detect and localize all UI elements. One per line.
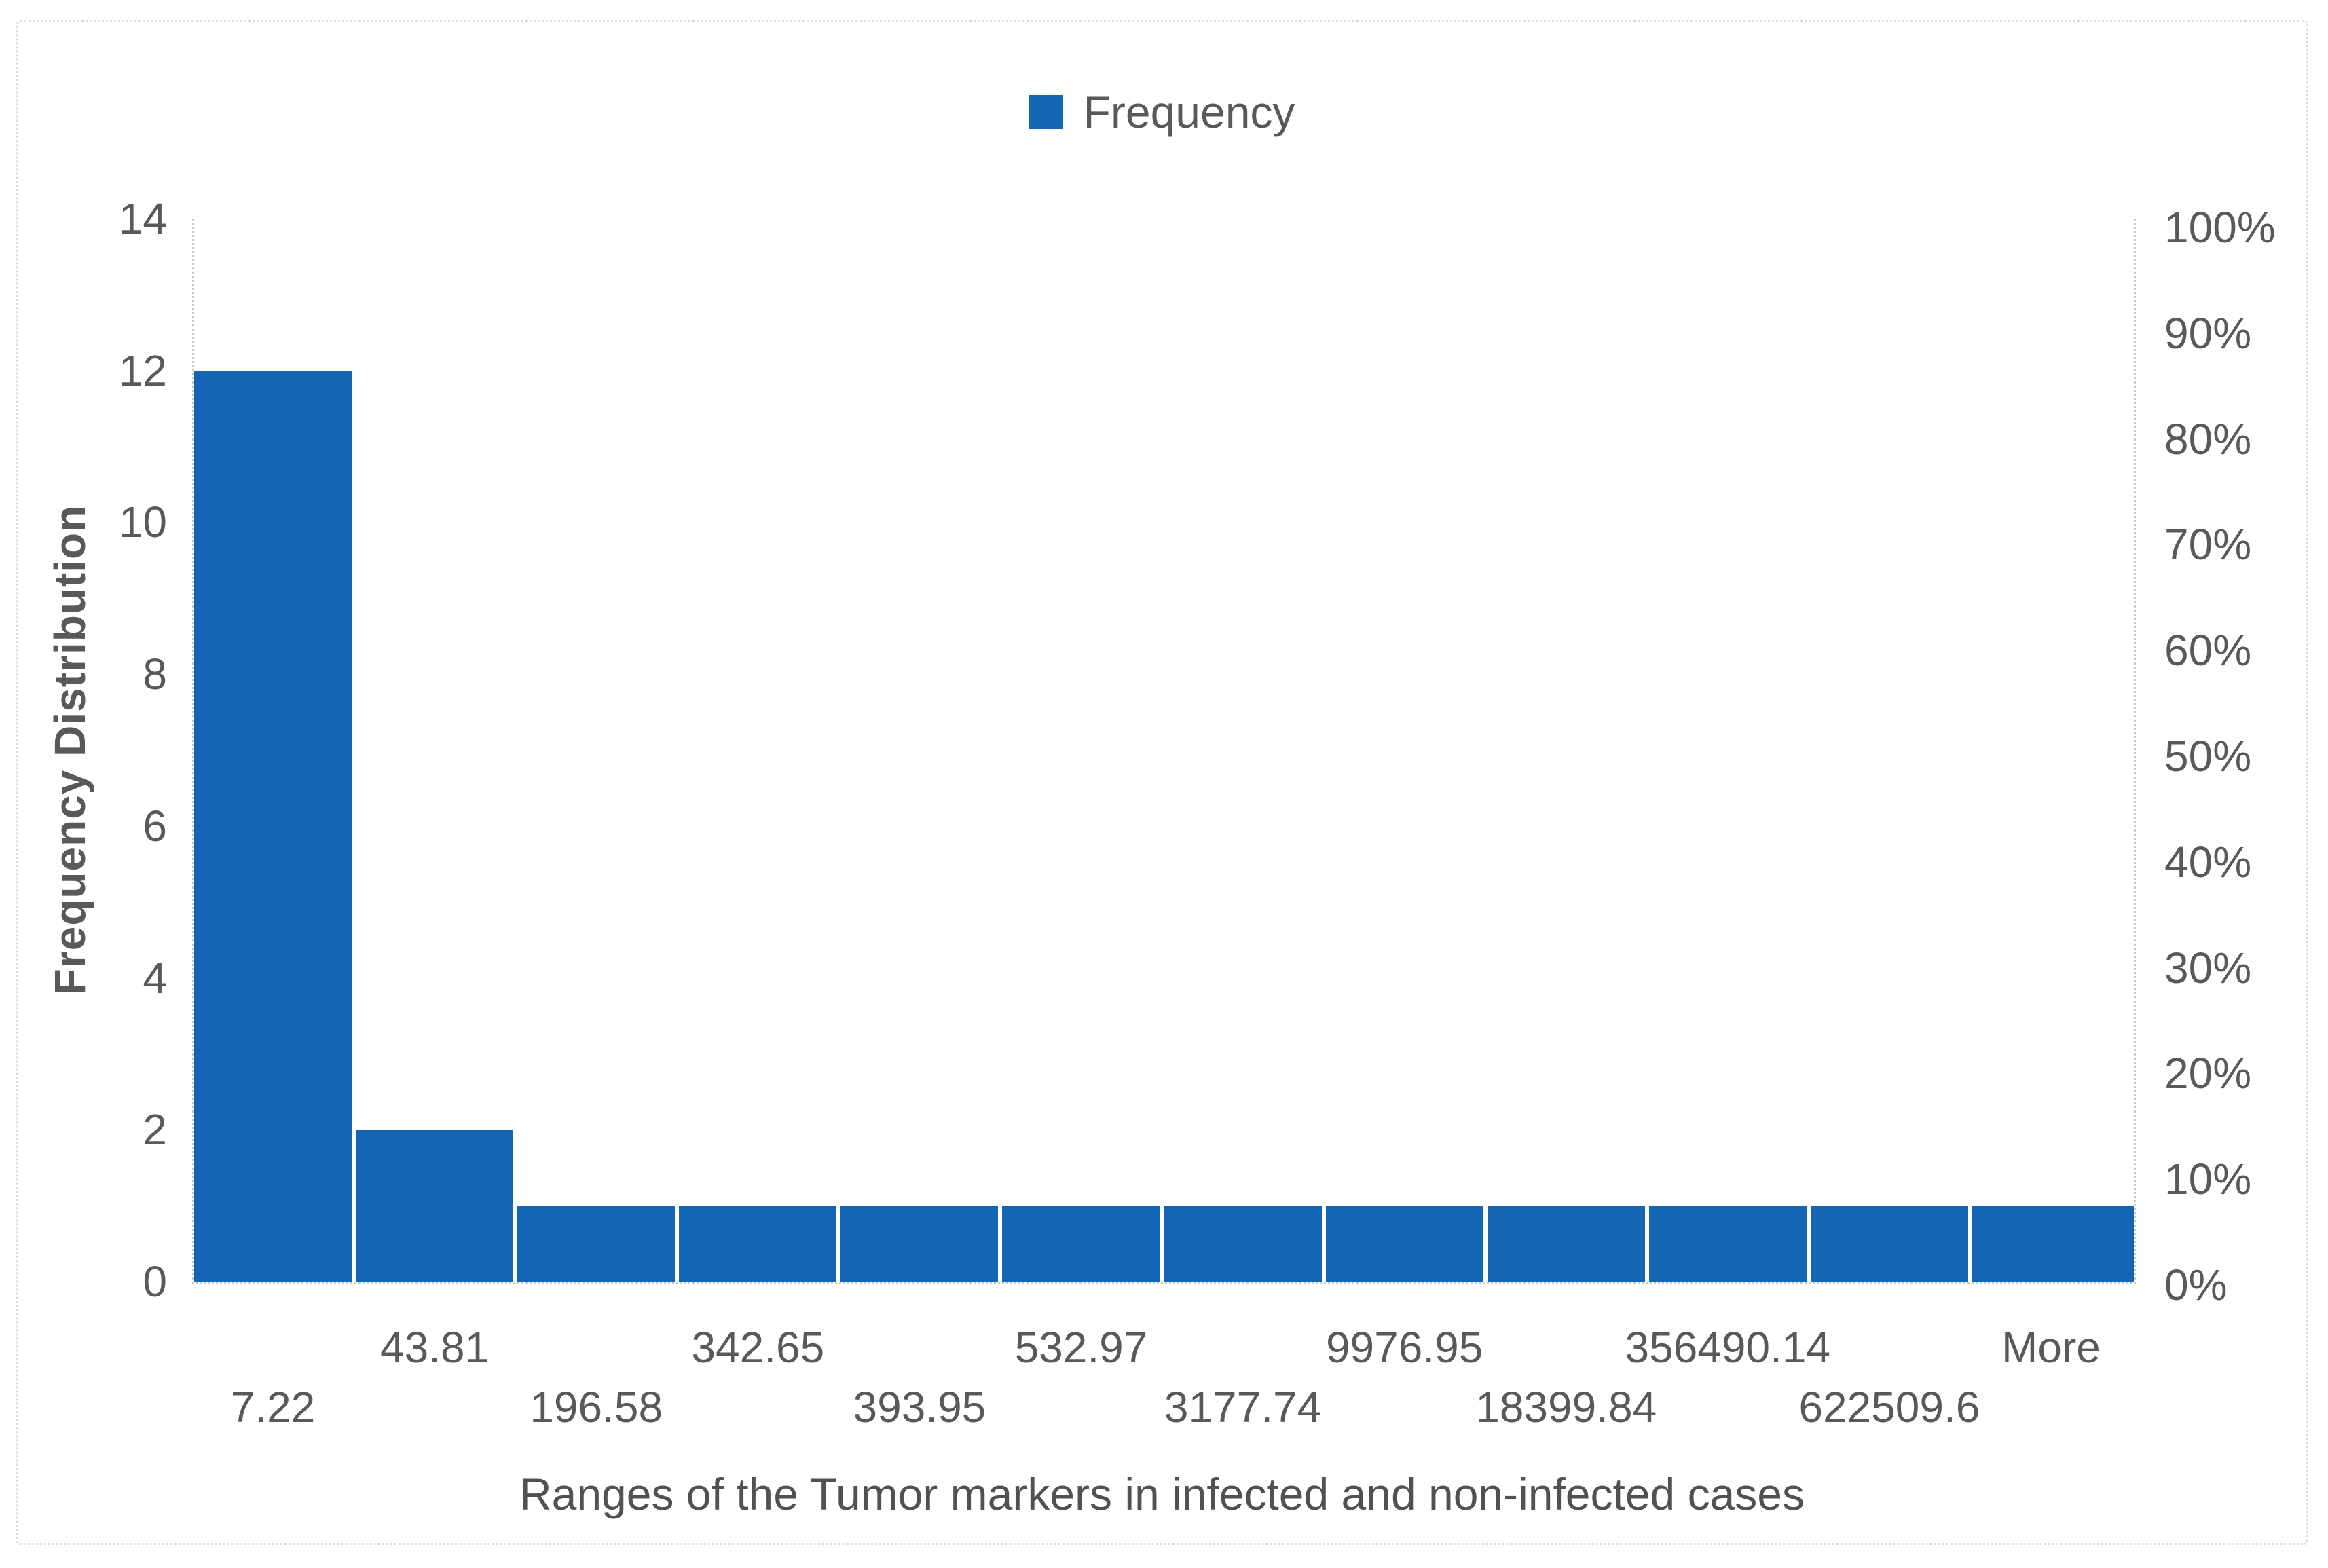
plot-area [192, 219, 2136, 1284]
x-axis-tick-label: 9976.95 [1325, 1323, 1483, 1372]
x-axis-tick-label: 342.65 [691, 1323, 825, 1372]
percent-axis-tick-label: 100% [2164, 203, 2276, 252]
bar [356, 1130, 518, 1282]
percent-axis-tick-label: 90% [2164, 308, 2252, 358]
percent-axis-tick-label: 0% [2164, 1261, 2228, 1309]
y-axis-tick-label: 8 [143, 650, 167, 699]
bar [1325, 1206, 1488, 1282]
legend-swatch-frequency [1029, 95, 1063, 129]
y-axis-tick-label: 0 [143, 1257, 167, 1306]
percent-axis-tick-label: 60% [2164, 626, 2252, 675]
y-axis-tick-label: 12 [118, 346, 167, 395]
y-axis-tick-label: 14 [118, 194, 167, 243]
bar [840, 1206, 1003, 1282]
bar [1164, 1206, 1326, 1282]
x-axis-tick-label: 7.22 [230, 1383, 316, 1432]
percent-axis-tick-label: 70% [2164, 520, 2252, 570]
bar [1810, 1206, 1972, 1282]
x-axis-tick-label: 3177.74 [1164, 1383, 1322, 1432]
bar [194, 370, 356, 1282]
x-axis-title: Ranges of the Tumor markers in infected … [519, 1469, 1805, 1519]
y-axis-tick-label: 10 [118, 498, 167, 547]
percent-axis-tick-label: 10% [2164, 1155, 2252, 1204]
percent-axis-tick-label: 20% [2164, 1049, 2252, 1098]
bar [1972, 1206, 2134, 1282]
legend-label: Frequency [1083, 87, 1295, 137]
bar [517, 1206, 680, 1282]
bar [1487, 1206, 1649, 1282]
bar [1002, 1206, 1164, 1282]
x-axis-tick-label: 356490.14 [1625, 1323, 1831, 1372]
x-axis-tick-label: 43.81 [380, 1323, 489, 1372]
y-axis-title: Frequency Distribution [45, 504, 94, 996]
x-axis-tick-label: 622509.6 [1798, 1383, 1980, 1432]
x-axis-tick-label: 393.95 [853, 1383, 986, 1432]
bar [679, 1206, 841, 1282]
x-axis-tick-label: 532.97 [1014, 1323, 1148, 1372]
x-axis-tick-label: 18399.84 [1475, 1383, 1657, 1432]
y-axis-tick-label: 4 [143, 953, 167, 1003]
bar [1648, 1206, 1811, 1282]
percent-axis-tick-label: 30% [2164, 943, 2252, 992]
legend: Frequency [192, 81, 2132, 143]
percent-axis-tick-label: 40% [2164, 837, 2252, 886]
percent-axis-tick-label: 50% [2164, 732, 2252, 781]
x-axis-tick-label: More [2001, 1323, 2101, 1372]
x-axis-tick-label: 196.58 [530, 1383, 663, 1432]
percent-axis-tick-label: 80% [2164, 414, 2252, 464]
y-axis-tick-label: 2 [143, 1105, 167, 1155]
y-axis-tick-label: 6 [143, 801, 167, 851]
